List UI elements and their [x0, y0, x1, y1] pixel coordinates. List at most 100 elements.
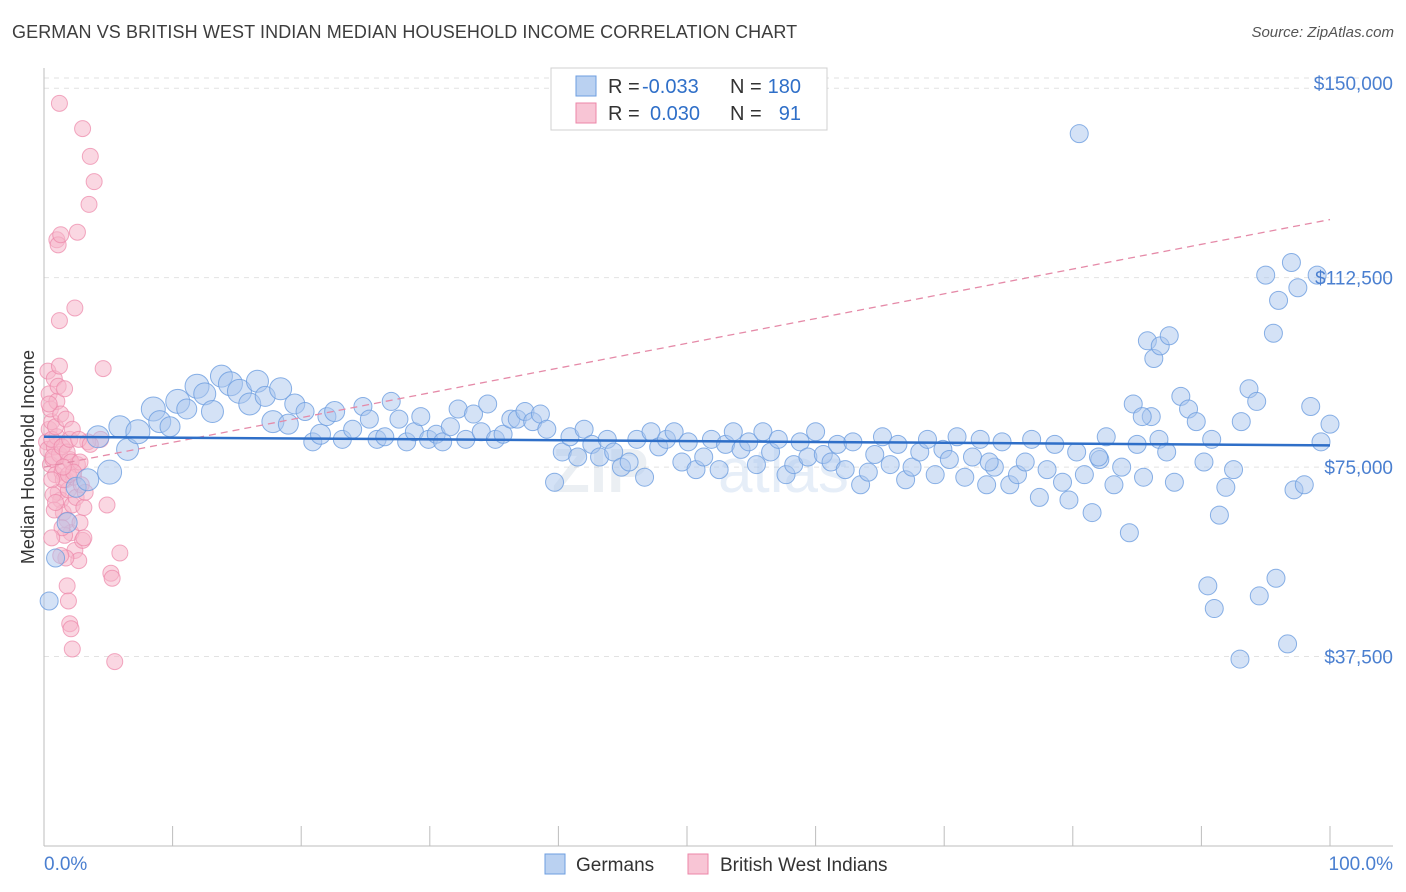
legend-n-label-bwi: N = [730, 103, 762, 125]
german-point [835, 460, 855, 480]
german-point [619, 452, 639, 472]
german-point [1067, 442, 1087, 462]
german-point [269, 377, 293, 401]
bwi-point [52, 226, 70, 244]
german-point [1263, 323, 1283, 343]
bwi-point [62, 620, 80, 638]
bwi-point [103, 569, 121, 587]
legend-swatch-bwi [575, 102, 597, 124]
german-point [977, 475, 997, 495]
german-point [865, 444, 885, 464]
bwi-point [80, 195, 98, 213]
bwi-point [43, 529, 61, 547]
legend-r-label-germans: R = [608, 76, 640, 98]
german-point [97, 459, 123, 485]
german-point [917, 429, 937, 449]
bwi-point [75, 499, 93, 517]
german-point [1194, 452, 1214, 472]
german-point [375, 427, 395, 447]
bwi-point [106, 653, 124, 671]
german-point [324, 401, 346, 423]
german-point [478, 394, 498, 414]
german-point [1112, 457, 1132, 477]
bwi-point [81, 147, 99, 165]
bwi-point [66, 299, 84, 317]
german-point [1231, 412, 1251, 432]
x-tick-label-min: 0.0% [44, 854, 87, 875]
german-point [1230, 649, 1250, 669]
legend-r-label-bwi: R = [608, 103, 640, 125]
bwi-point [50, 312, 68, 330]
gridlines [44, 77, 1393, 658]
y-tick-label: $150,000 [1314, 74, 1393, 95]
bottom-legend-swatch-germans [544, 853, 566, 875]
legend-r-value-germans: -0.033 [642, 76, 699, 98]
german-point [1209, 505, 1229, 525]
german-point [125, 419, 151, 445]
bottom-legend-bwi: British West Indians [720, 855, 888, 876]
german-point [1029, 487, 1049, 507]
german-point [746, 455, 766, 475]
german-point [1224, 460, 1244, 480]
legend-n-value-bwi: 91 [779, 103, 801, 125]
german-point [433, 432, 453, 452]
german-point [604, 442, 624, 462]
german-point [389, 409, 409, 429]
german-point [1281, 253, 1301, 272]
german-point [858, 462, 878, 482]
german-point [1256, 265, 1276, 285]
german-point [1164, 472, 1184, 492]
y-tick-label: $75,000 [1324, 458, 1393, 479]
german-point [1269, 290, 1289, 310]
bwi-point [58, 577, 76, 595]
chart-title: GERMAN VS BRITISH WEST INDIAN MEDIAN HOU… [12, 22, 798, 42]
bwi-point [43, 471, 61, 489]
german-point [1104, 475, 1124, 495]
german-point [1089, 447, 1109, 467]
german-point [1059, 490, 1079, 510]
german-point [359, 409, 379, 429]
bwi-point [56, 380, 74, 398]
bwi-point [59, 592, 77, 610]
german-point [56, 512, 78, 534]
german-point [635, 467, 655, 487]
german-point [1015, 452, 1035, 472]
bwi-point [98, 496, 116, 514]
german-point [411, 407, 431, 427]
bottom-legend-swatch-bwi [687, 853, 709, 875]
y-tick-label: $37,500 [1324, 648, 1393, 669]
y-tick-label: $112,500 [1315, 269, 1393, 290]
german-point [1266, 568, 1286, 588]
series-legend: Germans British West Indians [544, 853, 888, 876]
german-point [1186, 412, 1206, 432]
german-point [1294, 475, 1314, 495]
bwi-point [111, 544, 129, 562]
german-point [295, 402, 315, 422]
german-point [381, 391, 401, 411]
german-point [309, 423, 331, 445]
german-point [574, 419, 594, 439]
german-point [1247, 391, 1267, 411]
german-point [1311, 432, 1331, 452]
german-point [1037, 460, 1057, 480]
german-point [1159, 326, 1179, 346]
german-point [1320, 414, 1340, 434]
german-point [39, 591, 59, 611]
german-point [1082, 503, 1102, 523]
german-point [970, 429, 990, 449]
german-point [947, 427, 967, 447]
german-point [1132, 407, 1152, 427]
german-point [1204, 599, 1224, 619]
german-point [537, 419, 557, 439]
german-point [176, 398, 198, 420]
bwi-point [54, 458, 72, 476]
german-point [925, 465, 945, 485]
german-point [955, 467, 975, 487]
german-point [1119, 523, 1139, 543]
german-point [440, 417, 460, 437]
legend-swatch-germans [575, 75, 597, 97]
german-point [1198, 576, 1218, 596]
german-point [277, 413, 299, 435]
y-axis-title: Median Household Income [18, 350, 38, 564]
